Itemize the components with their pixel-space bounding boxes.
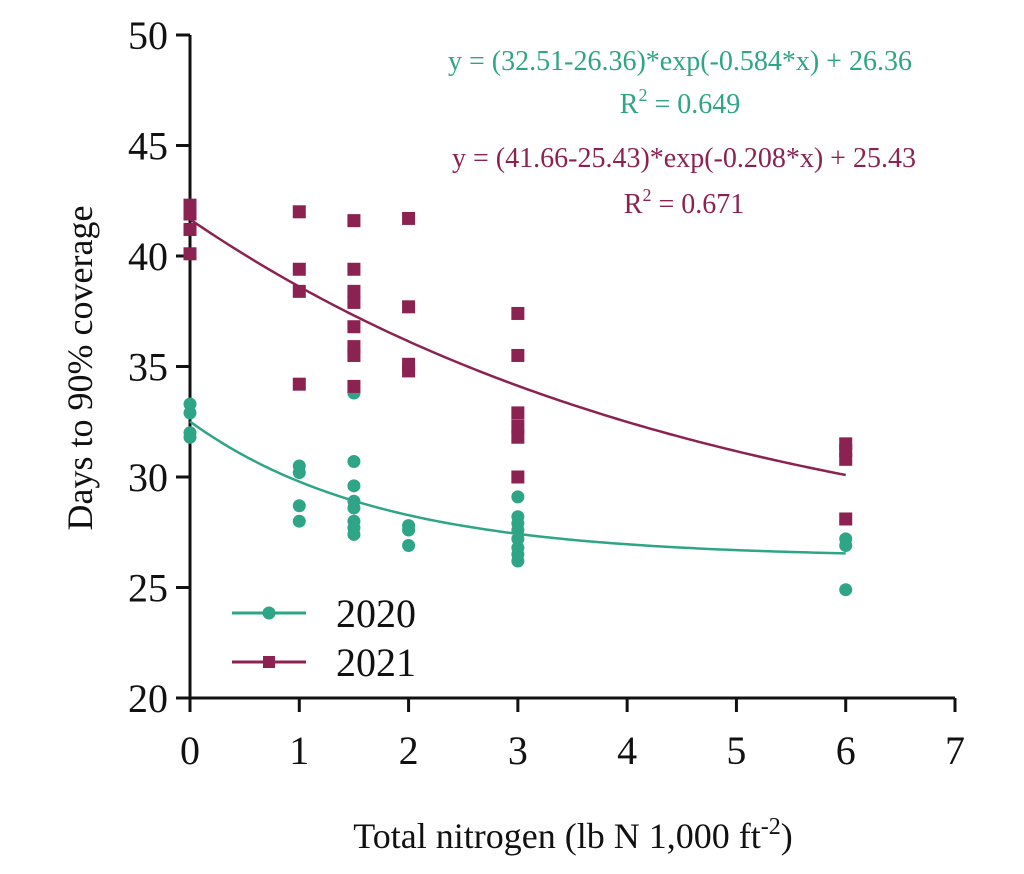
point-2021-5 [292,262,306,276]
point-2021-29 [839,512,853,526]
point-2020-7 [292,514,306,528]
point-2021-2 [183,222,197,236]
x-tick-label-4: 4 [617,728,637,773]
y-tick-label-35: 35 [128,345,168,390]
point-2021-6 [292,284,306,298]
r-squared-2021-label: R [624,189,643,220]
equation-2021: y = (41.66-25.43)*exp(-0.208*x) + 25.43 [452,143,916,174]
r-squared-2021-value: = 0.671 [651,189,744,220]
point-2021-14 [347,348,361,362]
point-2021-25 [511,470,525,484]
point-2021-11 [347,295,361,309]
y-tick-label-40: 40 [128,234,168,279]
point-2021-20 [511,306,525,320]
point-2021-17 [402,300,416,314]
r-squared-2020: R2 = 0.649 [620,85,740,120]
point-2020-29 [839,583,853,597]
point-2020-18 [402,539,416,553]
point-2020-1 [183,406,197,420]
point-2021-28 [839,452,853,466]
point-2020-9 [347,455,361,469]
point-2021-21 [511,348,525,362]
x-axis-title: Total nitrogen (lb N 1,000 ft-2) [353,814,792,856]
point-2021-15 [347,379,361,393]
legend: 2020 2021 [232,591,416,685]
point-2021-10 [347,284,361,298]
point-2021-1 [183,207,197,221]
point-2020-5 [292,466,306,480]
y-ticks: 20 25 30 35 40 45 50 [128,13,190,721]
legend-marker-2020 [262,606,276,620]
x-tick-label-7: 7 [945,728,965,773]
r-squared-2020-value: = 0.649 [647,89,740,120]
fit-equations: y = (32.51-26.36)*exp(-0.584*x) + 26.36 … [448,46,916,220]
point-2021-3 [183,247,197,261]
x-tick-label-6: 6 [836,728,856,773]
point-2021-22 [511,406,525,420]
y-tick-label-30: 30 [128,455,168,500]
point-2020-28 [839,539,853,553]
point-2020-3 [183,430,197,444]
y-tick-label-25: 25 [128,566,168,611]
y-tick-label-20: 20 [128,676,168,721]
legend-item-2021: 2021 [232,640,416,685]
x-tick-label-5: 5 [726,728,746,773]
x-tick-label-1: 1 [289,728,309,773]
point-2020-26 [511,554,525,568]
x-axis-title-main: Total nitrogen (lb N 1,000 ft [353,816,760,856]
point-2021-4 [292,205,306,219]
point-2020-10 [347,479,361,493]
point-2021-8 [347,214,361,228]
point-2021-23 [511,419,525,433]
r-squared-2021-superscript: 2 [642,185,651,205]
point-2020-15 [347,527,361,541]
r-squared-2020-superscript: 2 [638,85,647,105]
point-2021-12 [347,320,361,334]
x-tick-label-2: 2 [399,728,419,773]
y-tick-label-45: 45 [128,124,168,169]
x-axis-title-end: ) [781,816,793,856]
equation-2020: y = (32.51-26.36)*exp(-0.584*x) + 26.36 [448,46,912,77]
point-2021-19 [402,364,416,378]
x-axis-title-superscript: -2 [761,814,781,840]
point-2020-12 [347,501,361,515]
point-2021-16 [402,211,416,225]
x-tick-label-3: 3 [508,728,528,773]
legend-label-2021: 2021 [336,640,416,685]
data-points [183,198,853,597]
legend-marker-2021 [263,656,275,668]
legend-item-2020: 2020 [232,591,416,636]
point-2021-7 [292,377,306,391]
y-axis-title: Days to 90% coverage [60,206,100,531]
x-tick-label-0: 0 [180,728,200,773]
r-squared-2021: R2 = 0.671 [624,185,744,220]
point-2020-17 [402,523,416,537]
point-2021-9 [347,262,361,276]
legend-label-2020: 2020 [336,591,416,636]
point-2020-6 [292,499,306,513]
r-squared-2020-label: R [620,89,639,120]
axes [188,35,955,700]
point-2020-19 [511,490,525,504]
y-tick-label-50: 50 [128,13,168,58]
point-2021-24 [511,430,525,444]
x-ticks: 0 1 2 3 4 5 6 7 [180,698,965,773]
